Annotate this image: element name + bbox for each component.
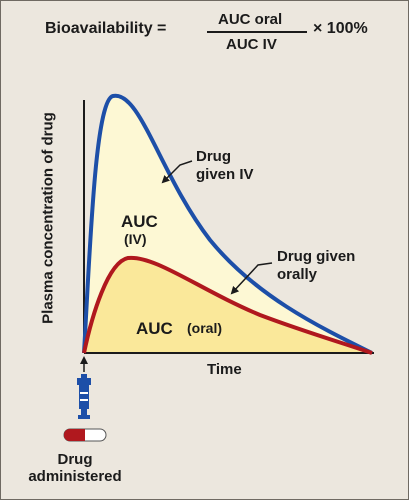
drug-administered-label: Drug administered bbox=[0, 451, 150, 485]
iv-label-line2: given IV bbox=[196, 166, 254, 183]
auc-oral-label: AUC bbox=[136, 319, 173, 338]
oral-leader-line bbox=[230, 262, 273, 295]
capsule-icon bbox=[63, 428, 107, 442]
iv-leader-line bbox=[161, 160, 193, 184]
auc-oral-sublabel: (oral) bbox=[187, 320, 222, 336]
iv-curve bbox=[82, 93, 373, 355]
auc-oral-area bbox=[84, 257, 372, 353]
y-axis-label: Plasma concentration of drug bbox=[39, 112, 57, 324]
x-axis-label: Time bbox=[207, 361, 242, 378]
formula-numerator: AUC oral bbox=[218, 11, 283, 28]
iv-curve-label: Drug given IV bbox=[196, 148, 254, 184]
auc-iv-label: AUC bbox=[121, 212, 158, 231]
oral-label-line2: orally bbox=[277, 266, 318, 283]
oral-curve bbox=[82, 255, 373, 355]
iv-label-line1: Drug bbox=[196, 148, 231, 165]
admin-label-line1: Drug bbox=[57, 451, 93, 468]
admin-label-line2: administered bbox=[28, 468, 122, 485]
oral-label-line1: Drug given bbox=[277, 248, 356, 265]
oral-curve-label: Drug given orally bbox=[277, 248, 355, 284]
formula-label: Bioavailability = bbox=[45, 20, 167, 37]
fraction-bar bbox=[207, 31, 307, 33]
formula-multiplier: × 100% bbox=[313, 20, 368, 37]
syringe-icon bbox=[77, 374, 91, 419]
auc-iv-sublabel: (IV) bbox=[124, 231, 147, 247]
formula-denominator: AUC IV bbox=[226, 36, 277, 53]
